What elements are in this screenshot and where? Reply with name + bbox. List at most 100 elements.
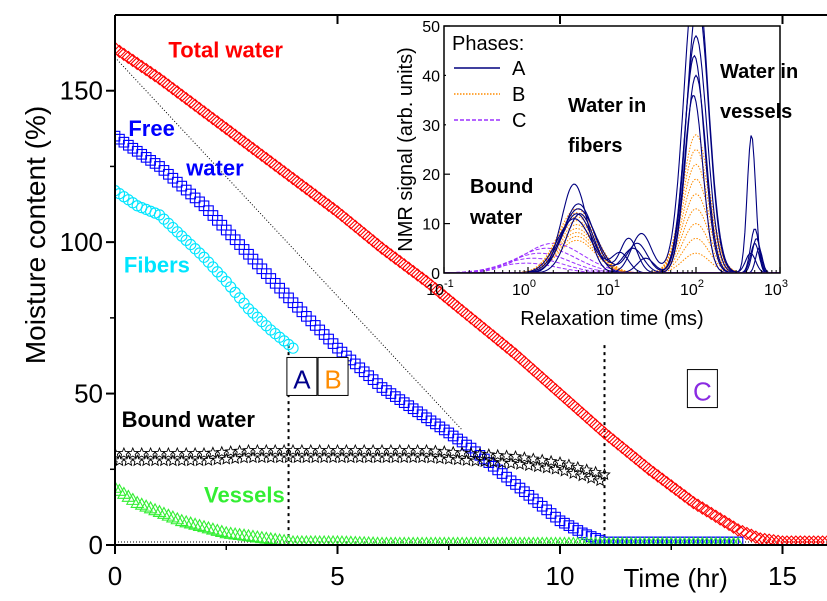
phase-label-b: B (324, 364, 341, 394)
data-point (464, 446, 478, 459)
data-point (455, 303, 469, 318)
data-point (228, 526, 243, 540)
data-point (553, 386, 567, 401)
data-point (710, 536, 721, 545)
series-free-water (115, 130, 744, 545)
data-point (559, 536, 570, 545)
data-point (740, 526, 754, 541)
data-point (265, 324, 277, 336)
data-point (417, 536, 427, 545)
data-point (254, 530, 269, 544)
data-point (201, 520, 216, 534)
series-annotation: Free (128, 116, 174, 141)
data-point (544, 454, 558, 467)
data-point (305, 534, 317, 545)
inset-x-tick-label: 103 (764, 278, 788, 299)
y-tick-label: 150 (60, 76, 103, 106)
data-point (535, 371, 549, 385)
data-point (260, 320, 272, 332)
data-point (273, 331, 286, 343)
data-point (575, 406, 590, 421)
data-point (278, 335, 290, 347)
data-point (691, 498, 705, 513)
data-point (626, 536, 637, 545)
data-point (586, 536, 596, 545)
inset-x-tick-label: 101 (596, 278, 620, 299)
reference-line (115, 57, 463, 431)
data-point (604, 536, 614, 545)
data-point (318, 534, 330, 545)
inset-x-tick-label: 102 (680, 278, 704, 299)
inset-y-tick-label: 50 (422, 19, 440, 36)
legend-label-a: A (512, 58, 526, 80)
data-point (340, 535, 352, 545)
data-point (644, 536, 654, 545)
data-point (504, 343, 518, 358)
inset-annotation: Bound (470, 176, 533, 198)
data-point (635, 536, 645, 545)
inset-annotation: Water in (568, 95, 646, 117)
data-point (744, 528, 759, 543)
data-point (473, 447, 487, 460)
data-point (704, 506, 719, 521)
data-point (443, 536, 454, 545)
data-point (492, 536, 503, 545)
data-point (183, 516, 198, 529)
data-point (713, 512, 727, 526)
data-point (459, 307, 474, 322)
data-point (598, 468, 611, 481)
data-point (475, 536, 485, 545)
data-point (670, 536, 681, 545)
data-point (695, 501, 710, 515)
data-point (797, 535, 812, 545)
data-point (242, 303, 255, 315)
data-point (420, 443, 433, 456)
data-point (309, 534, 321, 545)
data-point (572, 536, 583, 545)
inset-x-axis-label: Relaxation time (ms) (520, 308, 703, 330)
x-tick-label: 0 (108, 561, 122, 591)
data-point (464, 311, 478, 325)
data-point (327, 534, 339, 545)
data-point (482, 448, 496, 461)
data-point (544, 378, 558, 393)
data-point (296, 534, 308, 545)
data-point (728, 536, 739, 545)
data-point (621, 536, 632, 545)
data-point (733, 536, 743, 545)
data-point (210, 523, 225, 536)
data-point (158, 213, 170, 225)
data-point (412, 536, 423, 545)
data-point (488, 536, 499, 545)
data-point (408, 536, 418, 545)
data-point (205, 522, 220, 535)
tick-base: 10 (512, 282, 530, 299)
main-series-marks (115, 41, 827, 545)
data-point (357, 226, 371, 241)
data-point (584, 471, 598, 484)
data-point (700, 503, 714, 518)
data-point (372, 536, 383, 545)
data-point (344, 215, 358, 230)
data-point (630, 536, 641, 545)
data-point (394, 536, 405, 545)
data-point (504, 456, 518, 469)
legend-title: Phases: (452, 33, 524, 55)
phase-box-c (686, 369, 718, 409)
y-tick-label: 100 (60, 227, 103, 257)
tick-exponent: 0 (530, 278, 536, 290)
data-point (477, 321, 492, 336)
x-tick-label: 10 (546, 561, 575, 591)
data-point (189, 243, 201, 255)
data-point (153, 209, 166, 221)
data-point (595, 536, 605, 545)
data-point (719, 536, 730, 545)
data-point (518, 451, 531, 464)
data-point (820, 535, 827, 545)
data-point (522, 359, 536, 373)
data-point (613, 536, 623, 545)
data-point (633, 455, 647, 469)
data-point (193, 247, 206, 259)
